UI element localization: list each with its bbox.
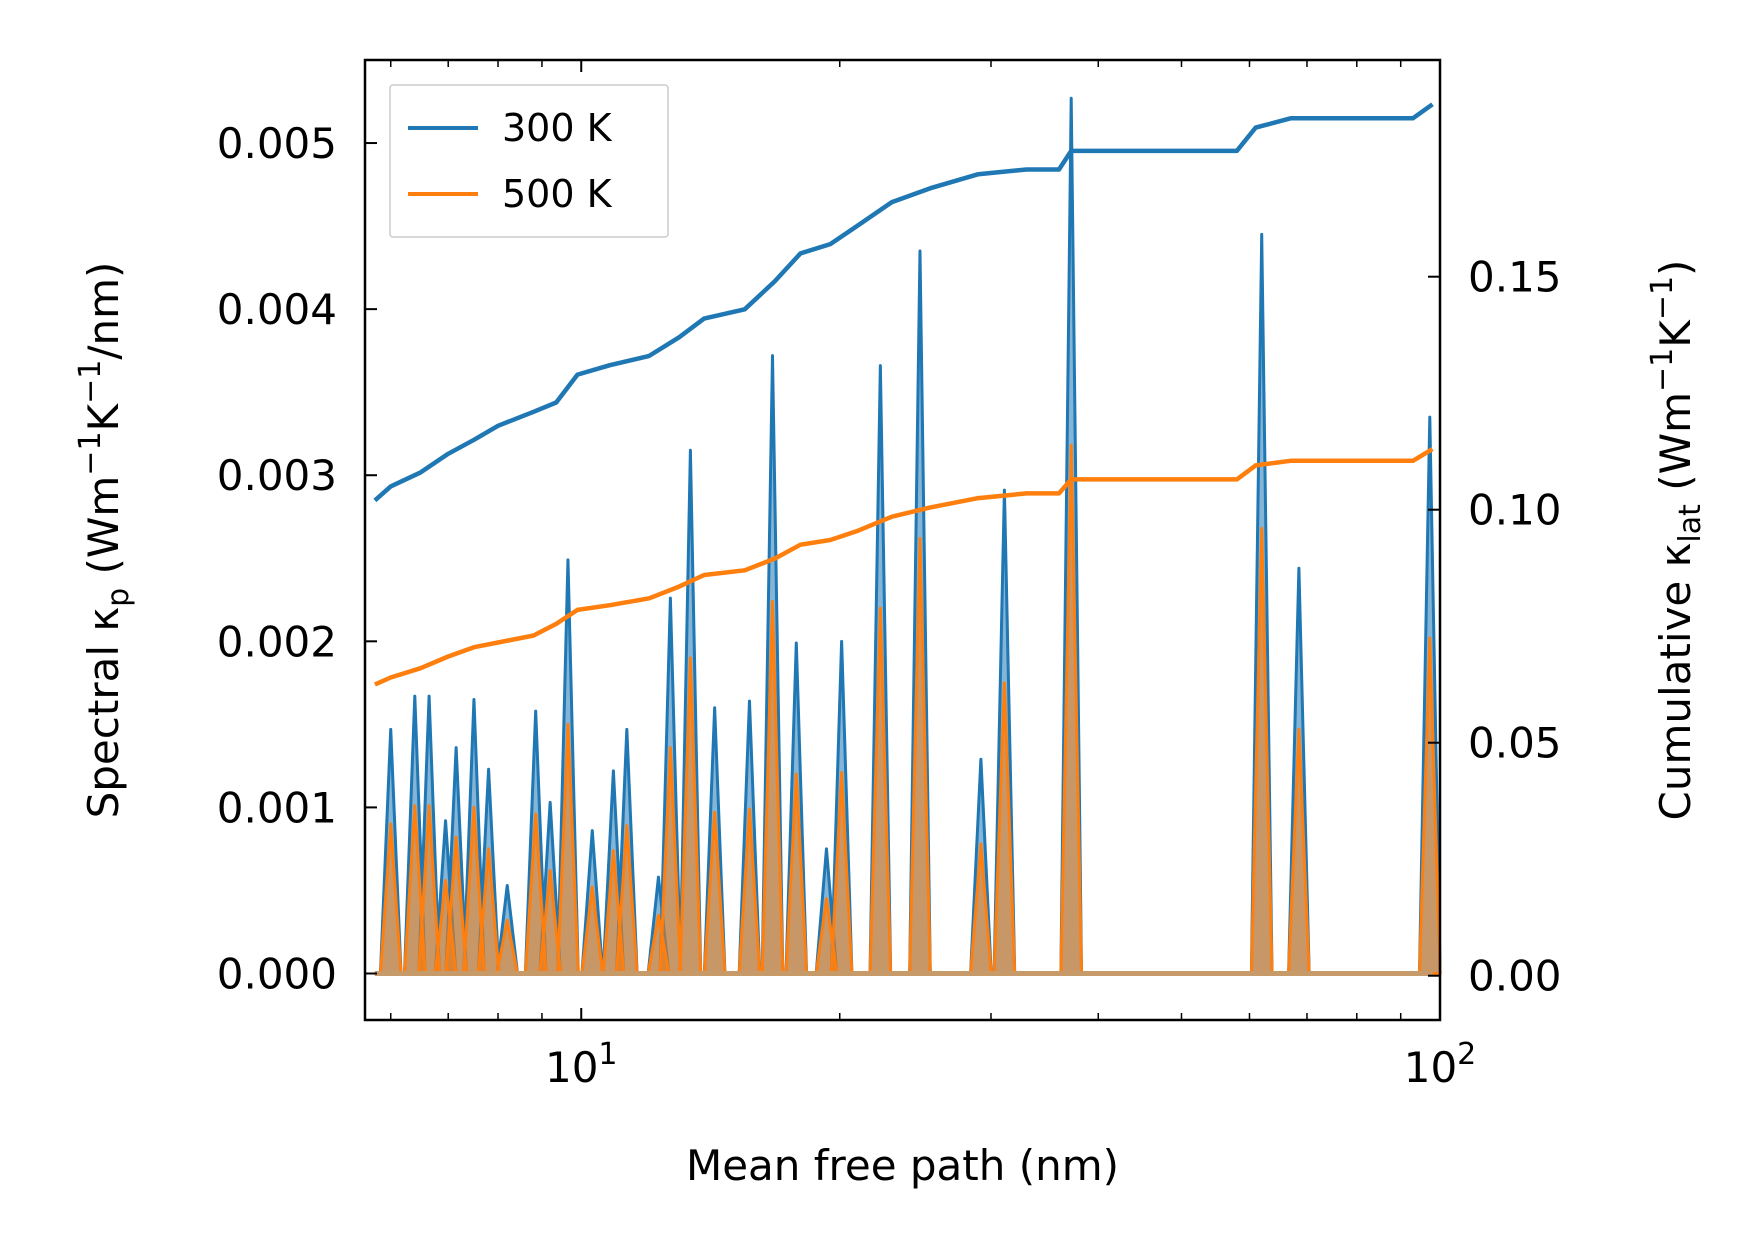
plot-frame: [363, 58, 1442, 1022]
y-left-tick-label: 0.000: [217, 949, 337, 998]
y-left-tick-label: 0.004: [217, 285, 337, 334]
y-right-tick-label: 0.10: [1468, 486, 1562, 535]
y-left-tick-label: 0.005: [217, 119, 337, 168]
spectral-series-500k: [374, 443, 1442, 976]
spectral-series-layer: [374, 96, 1442, 976]
x-tick-label: 102: [1404, 1037, 1477, 1092]
y-right-tick-label: 0.05: [1468, 719, 1562, 768]
y-left-tick-label: 0.003: [217, 451, 337, 500]
y-right-axis-title: Cumulative κlat (Wm−1K−1): [1645, 260, 1708, 821]
y-right-tick-label: 0.00: [1468, 952, 1562, 1001]
ticks-layer: 101 102 0.000 0.001 0.002 0.003 0.004 0.005 0.00…: [217, 60, 1562, 1092]
y-right-tick-label: 0.15: [1468, 253, 1562, 302]
legend: 300 K 500 K: [389, 84, 669, 238]
y-left-tick-label: 0.002: [217, 617, 337, 666]
x-tick-label: 101: [545, 1037, 618, 1092]
legend-label-300k: 300 K: [502, 106, 613, 150]
legend-label-500k: 500 K: [502, 172, 613, 216]
legend-box: [389, 84, 669, 238]
y-left-tick-label: 0.001: [217, 783, 337, 832]
cumulative-series-layer: [373, 102, 1434, 687]
x-axis-title: Mean free path (nm): [686, 1141, 1119, 1190]
cumulative-line-500k: [373, 447, 1434, 687]
y-left-axis-title: Spectral κp (Wm−1K−1/nm): [73, 262, 136, 819]
cumulative-line-300k: [373, 102, 1434, 503]
